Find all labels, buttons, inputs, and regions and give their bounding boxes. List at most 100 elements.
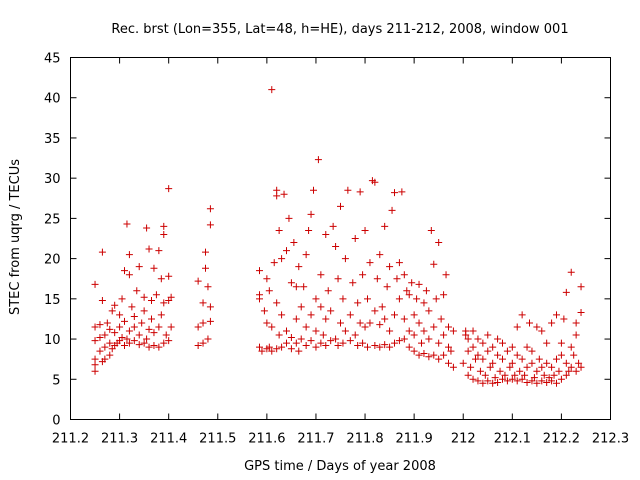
data-point [206, 221, 214, 229]
data-point [91, 323, 99, 331]
data-point [143, 224, 151, 232]
data-point [292, 283, 300, 291]
data-point [317, 339, 325, 347]
data-point [160, 230, 168, 238]
data-point [319, 331, 327, 339]
data-point [324, 287, 332, 295]
data-point [528, 359, 536, 367]
data-point [381, 222, 389, 230]
data-point [155, 343, 163, 351]
data-point [420, 350, 428, 358]
data-point [339, 339, 347, 347]
data-point [391, 311, 398, 319]
data-point [305, 226, 313, 234]
data-point [101, 343, 109, 351]
data-point [123, 220, 131, 228]
data-point [317, 303, 325, 311]
data-point [287, 279, 295, 287]
data-point [199, 319, 207, 327]
data-point [415, 280, 423, 288]
data-point [287, 333, 295, 341]
data-point [346, 337, 354, 345]
data-point [494, 335, 502, 343]
data-point [484, 331, 492, 339]
data-point [356, 319, 364, 327]
data-point [98, 248, 106, 256]
data-point [538, 327, 546, 335]
data-point [265, 343, 273, 351]
data-point [533, 367, 541, 375]
data-point [265, 287, 273, 295]
data-point [332, 335, 340, 343]
data-point [290, 239, 298, 247]
data-point [553, 355, 560, 363]
data-point [410, 347, 418, 355]
data-point [432, 295, 440, 303]
data-point [548, 363, 556, 371]
data-point [418, 339, 425, 347]
data-point [307, 210, 315, 218]
data-point [467, 363, 475, 371]
x-tick-label: 212.2 [543, 432, 580, 447]
x-tick-label: 212.1 [494, 432, 531, 447]
data-point [479, 339, 487, 347]
data-point [278, 311, 286, 319]
data-point [356, 188, 364, 196]
data-point [413, 295, 421, 303]
data-point [302, 251, 310, 259]
data-point [204, 335, 212, 343]
data-point [383, 283, 391, 291]
y-axis-label: STEC from uqrg / TECUs [8, 159, 23, 315]
data-point [408, 279, 416, 287]
data-point [307, 311, 315, 319]
data-point [157, 275, 165, 283]
axis-ticks: 211.2 211.3 211.4 211.5 211.6 211.7 211.8 211.9… [44, 52, 629, 447]
data-point [268, 347, 276, 355]
data-point [376, 321, 384, 329]
data-point [150, 329, 158, 337]
data-point [108, 307, 116, 315]
data-point [562, 359, 570, 367]
data-point [371, 307, 379, 315]
data-point [256, 291, 263, 299]
data-point [341, 327, 349, 335]
data-point [160, 339, 168, 347]
data-point [275, 226, 283, 234]
data-point [143, 335, 151, 343]
data-point [130, 313, 138, 321]
data-point [499, 355, 506, 363]
data-point [476, 367, 484, 375]
data-point [202, 248, 209, 256]
data-point [425, 307, 433, 315]
data-point [435, 239, 443, 247]
plot-frame [70, 57, 611, 420]
data-point [165, 337, 173, 345]
data-point [145, 343, 153, 351]
data-point [273, 299, 281, 307]
data-point [106, 325, 114, 333]
data-point [317, 271, 325, 279]
data-point [91, 280, 99, 288]
data-point [140, 293, 148, 301]
data-point [572, 319, 580, 327]
data-point [148, 315, 155, 323]
data-point [538, 363, 546, 371]
data-point [405, 327, 413, 335]
data-point [111, 329, 119, 337]
data-point [395, 259, 403, 267]
data-point [322, 341, 330, 349]
data-point [121, 267, 128, 275]
data-point [449, 363, 457, 371]
data-point [400, 315, 408, 323]
data-point [535, 355, 543, 363]
data-point [553, 379, 560, 387]
data-point [165, 185, 173, 193]
data-point [533, 323, 541, 331]
data-point [523, 378, 531, 386]
data-point [111, 301, 119, 309]
data-point [494, 378, 502, 386]
data-point [312, 343, 320, 351]
data-point [445, 359, 452, 367]
data-point [543, 339, 551, 347]
data-point [427, 226, 435, 234]
